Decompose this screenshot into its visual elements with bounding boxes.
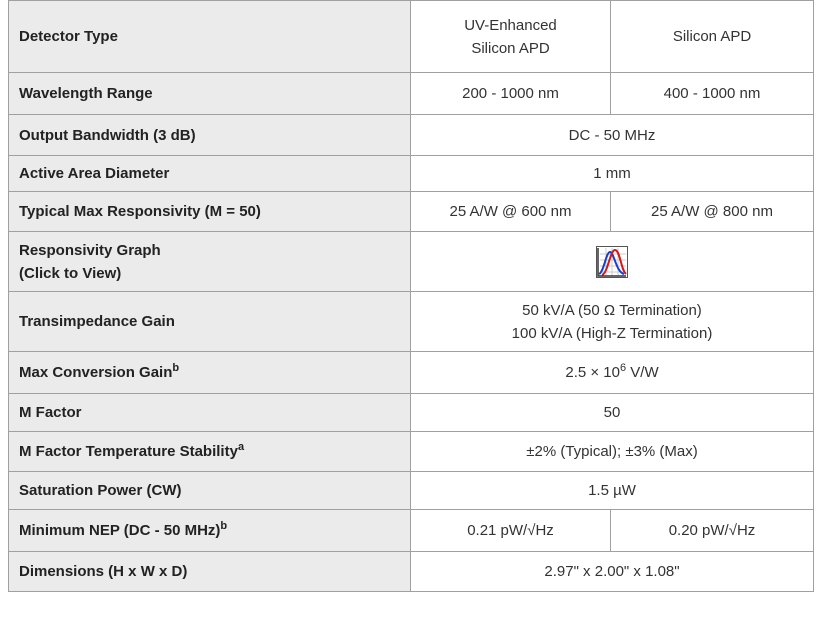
text: 2.5 × 10	[565, 364, 620, 381]
row: Detector Type UV-Enhanced Silicon APD Sil…	[8, 0, 814, 73]
row: Active Area Diameter 1 mm	[8, 155, 814, 192]
sup: a	[237, 441, 245, 453]
label: Typical Max Responsivity (M = 50)	[8, 191, 411, 232]
row: Dimensions (H x W x D) 2.97" x 2.00" x 1…	[8, 551, 814, 592]
line: UV-Enhanced	[464, 16, 557, 34]
text: Max Conversion Gain	[19, 364, 173, 381]
line: Responsivity Graph	[19, 241, 161, 259]
text: Minimum NEP (DC - 50 MHz)	[19, 522, 221, 539]
line: 50 kV/A (50 Ω Termination)	[522, 301, 702, 319]
row: Minimum NEP (DC - 50 MHz)b 0.21 pW/√Hz 0…	[8, 509, 814, 552]
value: DC - 50 MHz	[410, 114, 814, 156]
value: Silicon APD	[610, 0, 814, 73]
value: 25 A/W @ 600 nm	[410, 191, 611, 232]
label: M Factor	[8, 393, 411, 432]
value: 0.20 pW/√Hz	[610, 509, 814, 552]
label: Transimpedance Gain	[8, 291, 411, 352]
label: Output Bandwidth (3 dB)	[8, 114, 411, 156]
line: Silicon APD	[471, 39, 550, 57]
row: Wavelength Range 200 - 1000 nm 400 - 100…	[8, 72, 814, 115]
text: M Factor Temperature Stability	[19, 443, 238, 460]
label: M Factor Temperature Stabilitya	[8, 431, 411, 472]
value: 25 A/W @ 800 nm	[610, 191, 814, 232]
row: Output Bandwidth (3 dB) DC - 50 MHz	[8, 114, 814, 156]
label: Saturation Power (CW)	[8, 471, 411, 510]
value: 0.21 pW/√Hz	[410, 509, 611, 552]
label: Minimum NEP (DC - 50 MHz)b	[8, 509, 411, 552]
text: V/W	[626, 364, 659, 381]
row: Typical Max Responsivity (M = 50) 25 A/W…	[8, 191, 814, 232]
value: 400 - 1000 nm	[610, 72, 814, 115]
row: Transimpedance Gain 50 kV/A (50 Ω Termin…	[8, 291, 814, 352]
value: 2.5 × 106 V/W	[410, 351, 814, 394]
row: Saturation Power (CW) 1.5 µW	[8, 471, 814, 510]
line: (Click to View)	[19, 264, 122, 282]
label: Max Conversion Gainb	[8, 351, 411, 394]
sup: 6	[620, 362, 627, 374]
value: UV-Enhanced Silicon APD	[410, 0, 611, 73]
row: M Factor 50	[8, 393, 814, 432]
value: 2.97" x 2.00" x 1.08"	[410, 551, 814, 592]
line: 100 kV/A (High-Z Termination)	[511, 324, 713, 342]
row: M Factor Temperature Stabilitya ±2% (Typ…	[8, 431, 814, 472]
row: Max Conversion Gainb 2.5 × 106 V/W	[8, 351, 814, 394]
label: Detector Type	[8, 0, 411, 73]
value: 200 - 1000 nm	[410, 72, 611, 115]
label: Wavelength Range	[8, 72, 411, 115]
row: Responsivity Graph (Click to View)	[8, 231, 814, 292]
spec-table: Detector Type UV-Enhanced Silicon APD Sil…	[8, 0, 814, 592]
graph-icon[interactable]	[596, 245, 628, 278]
label: Dimensions (H x W x D)	[8, 551, 411, 592]
value: 1.5 µW	[410, 471, 814, 510]
label: Responsivity Graph (Click to View)	[8, 231, 411, 292]
sup: b	[220, 520, 228, 532]
value: 50	[410, 393, 814, 432]
sup: b	[172, 362, 180, 374]
value: ±2% (Typical); ±3% (Max)	[410, 431, 814, 472]
label: Active Area Diameter	[8, 155, 411, 192]
value: 1 mm	[410, 155, 814, 192]
value: 50 kV/A (50 Ω Termination) 100 kV/A (High…	[410, 291, 814, 352]
graph-cell	[410, 231, 814, 292]
